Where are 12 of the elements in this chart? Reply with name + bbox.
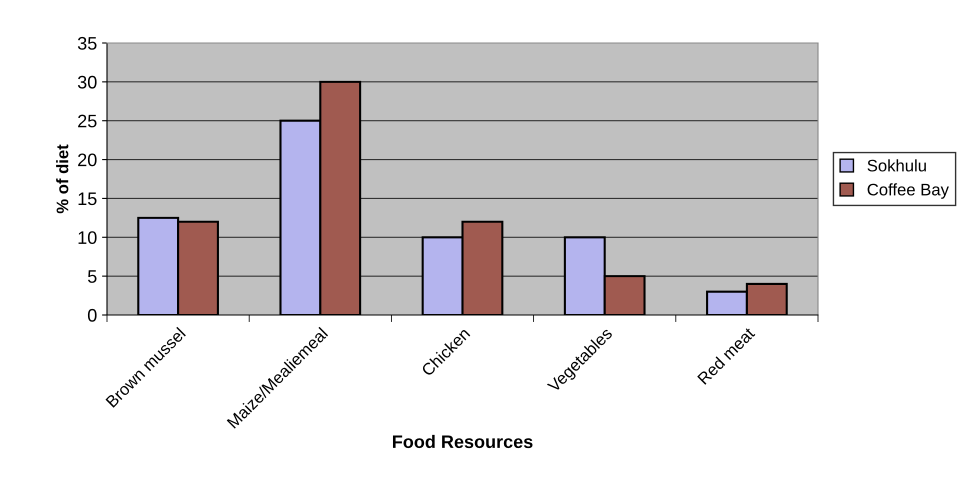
legend-label: Coffee Bay <box>868 183 949 199</box>
y-tick-label: 30 <box>78 76 97 89</box>
x-axis-title: Food Resources <box>392 434 532 448</box>
y-tick-label: 15 <box>78 192 97 206</box>
y-tick-label: 0 <box>88 308 97 322</box>
legend-label: Sokhulu <box>868 159 926 172</box>
y-tick-label: 25 <box>78 114 97 128</box>
y-tick-label: 20 <box>78 154 97 166</box>
y-axis-title: % of diet <box>56 144 68 214</box>
y-tick-label: 10 <box>78 231 97 244</box>
y-tick-label: 35 <box>78 36 97 50</box>
y-tick-label: 5 <box>88 270 97 283</box>
